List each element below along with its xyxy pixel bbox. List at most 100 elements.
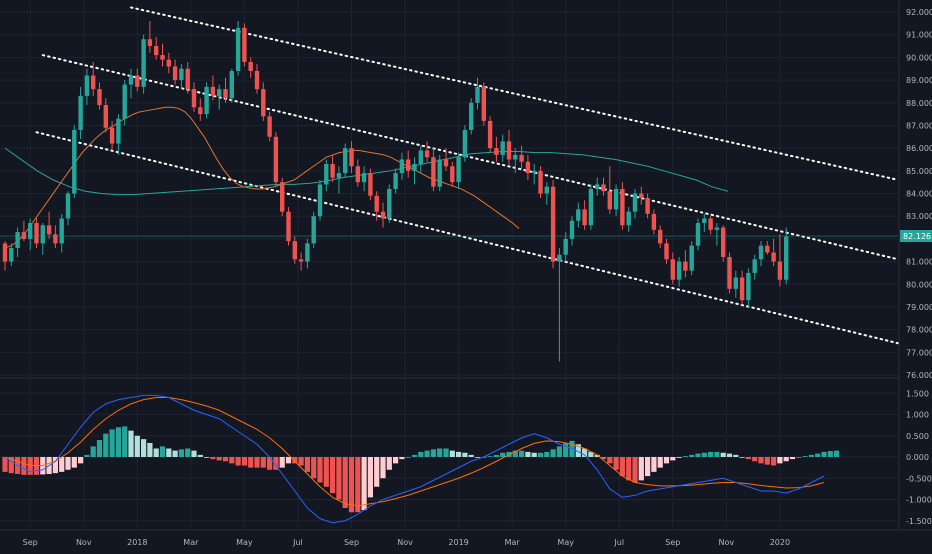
macd-histogram-bar[interactable] bbox=[304, 457, 310, 472]
macd-histogram-bar[interactable] bbox=[456, 451, 462, 457]
macd-histogram-bar[interactable] bbox=[222, 457, 229, 462]
macd-histogram-bar[interactable] bbox=[745, 457, 751, 460]
macd-histogram-bar[interactable] bbox=[563, 443, 569, 457]
macd-histogram-bar[interactable] bbox=[575, 444, 581, 457]
candle-body[interactable] bbox=[437, 159, 442, 187]
macd-histogram-bar[interactable] bbox=[600, 457, 607, 460]
macd-histogram-bar[interactable] bbox=[241, 457, 247, 466]
candle-body[interactable] bbox=[752, 259, 757, 273]
macd-histogram-bar[interactable] bbox=[96, 440, 103, 457]
candle-body[interactable] bbox=[595, 184, 600, 189]
macd-histogram-bar[interactable] bbox=[342, 457, 348, 508]
macd-histogram-bar[interactable] bbox=[248, 457, 254, 468]
macd-histogram-bar[interactable] bbox=[90, 446, 96, 457]
candle-body[interactable] bbox=[557, 254, 562, 262]
candle-body[interactable] bbox=[664, 243, 669, 260]
candle-body[interactable] bbox=[695, 222, 701, 246]
macd-histogram-bar[interactable] bbox=[115, 427, 121, 457]
candle-body[interactable] bbox=[487, 120, 493, 149]
macd-histogram-bar[interactable] bbox=[399, 457, 405, 460]
candle-body[interactable] bbox=[72, 129, 77, 194]
candle-body[interactable] bbox=[727, 257, 732, 289]
macd-histogram-bar[interactable] bbox=[582, 448, 588, 458]
macd-histogram-bar[interactable] bbox=[739, 457, 745, 458]
macd-histogram-bar[interactable] bbox=[361, 457, 367, 511]
candle-body[interactable] bbox=[267, 116, 272, 137]
candle-body[interactable] bbox=[702, 218, 707, 223]
macd-histogram-bar[interactable] bbox=[65, 457, 71, 470]
macd-histogram-bar[interactable] bbox=[172, 450, 178, 457]
macd-histogram-bar[interactable] bbox=[663, 457, 670, 464]
macd-histogram-bar[interactable] bbox=[726, 453, 733, 457]
candle-body[interactable] bbox=[632, 193, 638, 212]
candle-body[interactable] bbox=[34, 222, 39, 244]
candle-body[interactable] bbox=[217, 89, 222, 96]
macd-histogram-bar[interactable] bbox=[449, 450, 455, 457]
candle-body[interactable] bbox=[248, 61, 253, 71]
candle-body[interactable] bbox=[758, 245, 764, 260]
candle-body[interactable] bbox=[21, 232, 27, 239]
macd-histogram-bar[interactable] bbox=[374, 457, 380, 487]
macd-axis[interactable]: 1.500 1.000 0.500 0.000 -0.500 -1.000 -1.500 bbox=[906, 389, 932, 526]
candle-body[interactable] bbox=[292, 241, 297, 260]
macd-histogram-bar[interactable] bbox=[512, 450, 518, 457]
candle-body[interactable] bbox=[198, 107, 203, 115]
candle-body[interactable] bbox=[607, 191, 612, 210]
macd-histogram-bar[interactable] bbox=[519, 450, 525, 457]
candle-body[interactable] bbox=[78, 95, 83, 130]
candle-body[interactable] bbox=[424, 150, 430, 158]
macd-histogram-bar[interactable] bbox=[336, 457, 342, 500]
macd-histogram-bar[interactable] bbox=[386, 457, 392, 470]
price-pane[interactable] bbox=[0, 6, 899, 362]
candle-body[interactable] bbox=[172, 66, 178, 81]
candle-body[interactable] bbox=[456, 157, 461, 183]
macd-histogram-bar[interactable] bbox=[52, 457, 58, 474]
macd-histogram-bar[interactable] bbox=[59, 457, 65, 472]
macd-histogram-bar[interactable] bbox=[178, 449, 184, 457]
candle-body[interactable] bbox=[639, 193, 644, 199]
candle-body[interactable] bbox=[525, 161, 531, 174]
candle-body[interactable] bbox=[286, 211, 291, 242]
macd-histogram-bar[interactable] bbox=[651, 457, 657, 472]
macd-histogram-bar[interactable] bbox=[71, 457, 77, 468]
macd-histogram-bar[interactable] bbox=[695, 453, 701, 457]
macd-histogram-bar[interactable] bbox=[638, 457, 644, 481]
macd-histogram-bar[interactable] bbox=[430, 449, 436, 457]
macd-histogram-bar[interactable] bbox=[720, 452, 726, 457]
macd-histogram-bar[interactable] bbox=[147, 442, 153, 457]
candle-body[interactable] bbox=[519, 154, 524, 162]
macd-histogram-bar[interactable] bbox=[708, 451, 714, 457]
candle-body[interactable] bbox=[317, 184, 323, 217]
macd-histogram-bar[interactable] bbox=[462, 452, 468, 457]
candle-body[interactable] bbox=[475, 86, 480, 103]
candle-body[interactable] bbox=[141, 39, 146, 87]
candle-body[interactable] bbox=[613, 188, 619, 210]
candle-body[interactable] bbox=[166, 59, 171, 67]
macd-histogram-bar[interactable] bbox=[626, 457, 632, 481]
candle-body[interactable] bbox=[532, 170, 537, 174]
macd-histogram-bar[interactable] bbox=[619, 457, 625, 477]
candle-body[interactable] bbox=[103, 105, 108, 128]
candle-body[interactable] bbox=[273, 136, 279, 183]
candle-body[interactable] bbox=[53, 234, 58, 244]
candle-body[interactable] bbox=[506, 141, 512, 160]
candle-body[interactable] bbox=[204, 86, 209, 115]
candle-body[interactable] bbox=[689, 245, 694, 271]
candle-body[interactable] bbox=[399, 159, 405, 174]
candle-body[interactable] bbox=[544, 186, 549, 194]
macd-histogram-bar[interactable] bbox=[311, 457, 317, 479]
macd-histogram-bar[interactable] bbox=[682, 456, 688, 457]
candle-body[interactable] bbox=[15, 232, 20, 248]
candle-body[interactable] bbox=[450, 166, 455, 183]
macd-histogram-bar[interactable] bbox=[166, 448, 172, 458]
candle-body[interactable] bbox=[576, 209, 581, 221]
macd-histogram-bar[interactable] bbox=[204, 457, 210, 458]
macd-histogram-bar[interactable] bbox=[355, 457, 361, 513]
candle-body[interactable] bbox=[462, 129, 468, 158]
candle-body[interactable] bbox=[160, 55, 165, 60]
candle-body[interactable] bbox=[765, 245, 770, 253]
candle-body[interactable] bbox=[771, 252, 776, 262]
candle-body[interactable] bbox=[777, 261, 783, 280]
candle-body[interactable] bbox=[380, 211, 386, 219]
